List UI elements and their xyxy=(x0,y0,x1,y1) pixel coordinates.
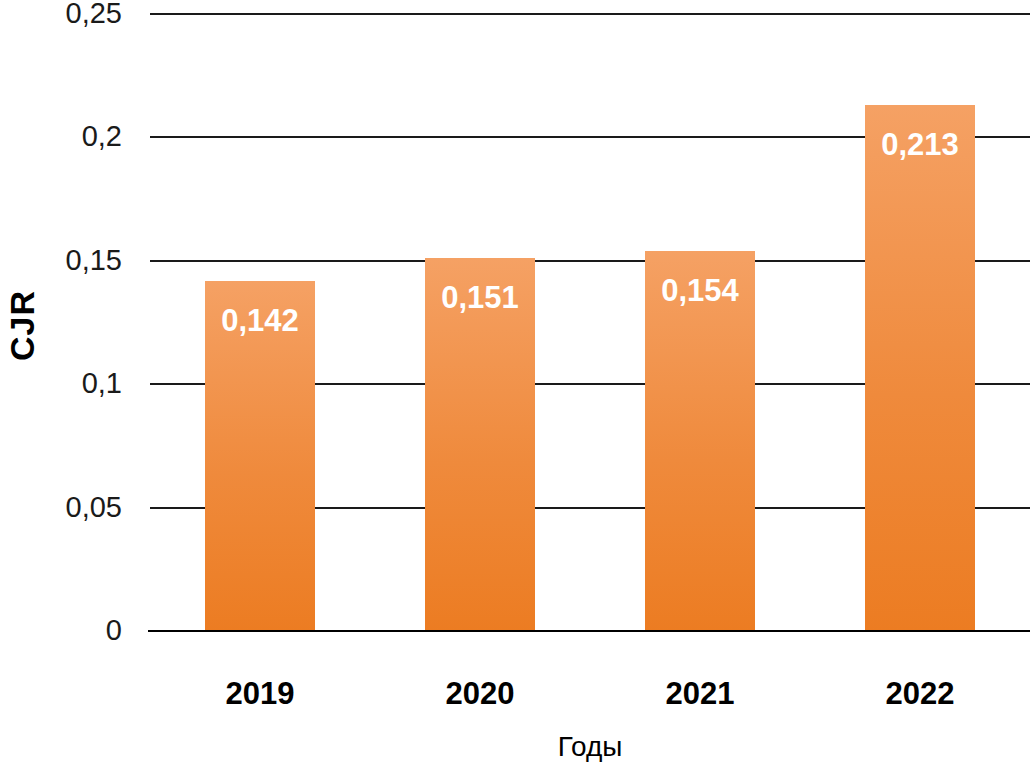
y-tick-label: 0,2 xyxy=(0,122,122,151)
bar-value-label: 0,142 xyxy=(205,303,315,339)
x-axis-line xyxy=(148,630,1030,632)
x-tick-label-2022: 2022 xyxy=(810,676,1030,712)
bar-value-label: 0,213 xyxy=(865,127,975,163)
x-tick-label-2021: 2021 xyxy=(590,676,810,712)
bar-value-label: 0,154 xyxy=(645,273,755,309)
y-tick-label: 0,1 xyxy=(0,369,122,398)
y-axis-title: CJR xyxy=(3,176,42,476)
y-tick-label: 0,15 xyxy=(0,246,122,275)
bar-value-label: 0,151 xyxy=(425,280,535,316)
y-tick-label: 0 xyxy=(0,616,122,645)
x-axis-title: Годы xyxy=(150,731,1030,763)
x-tick-label-2019: 2019 xyxy=(150,676,370,712)
gridline-y-0,25 xyxy=(150,13,1030,15)
y-tick-label: 0,25 xyxy=(0,0,122,28)
bar-chart: CJR Годы 0 0,05 0,1 0,15 0,2 0,25 0,142 2019 0,1… xyxy=(0,0,1030,768)
x-tick-label-2020: 2020 xyxy=(370,676,590,712)
y-tick-label: 0,05 xyxy=(0,493,122,522)
bar-2022 xyxy=(865,105,975,631)
